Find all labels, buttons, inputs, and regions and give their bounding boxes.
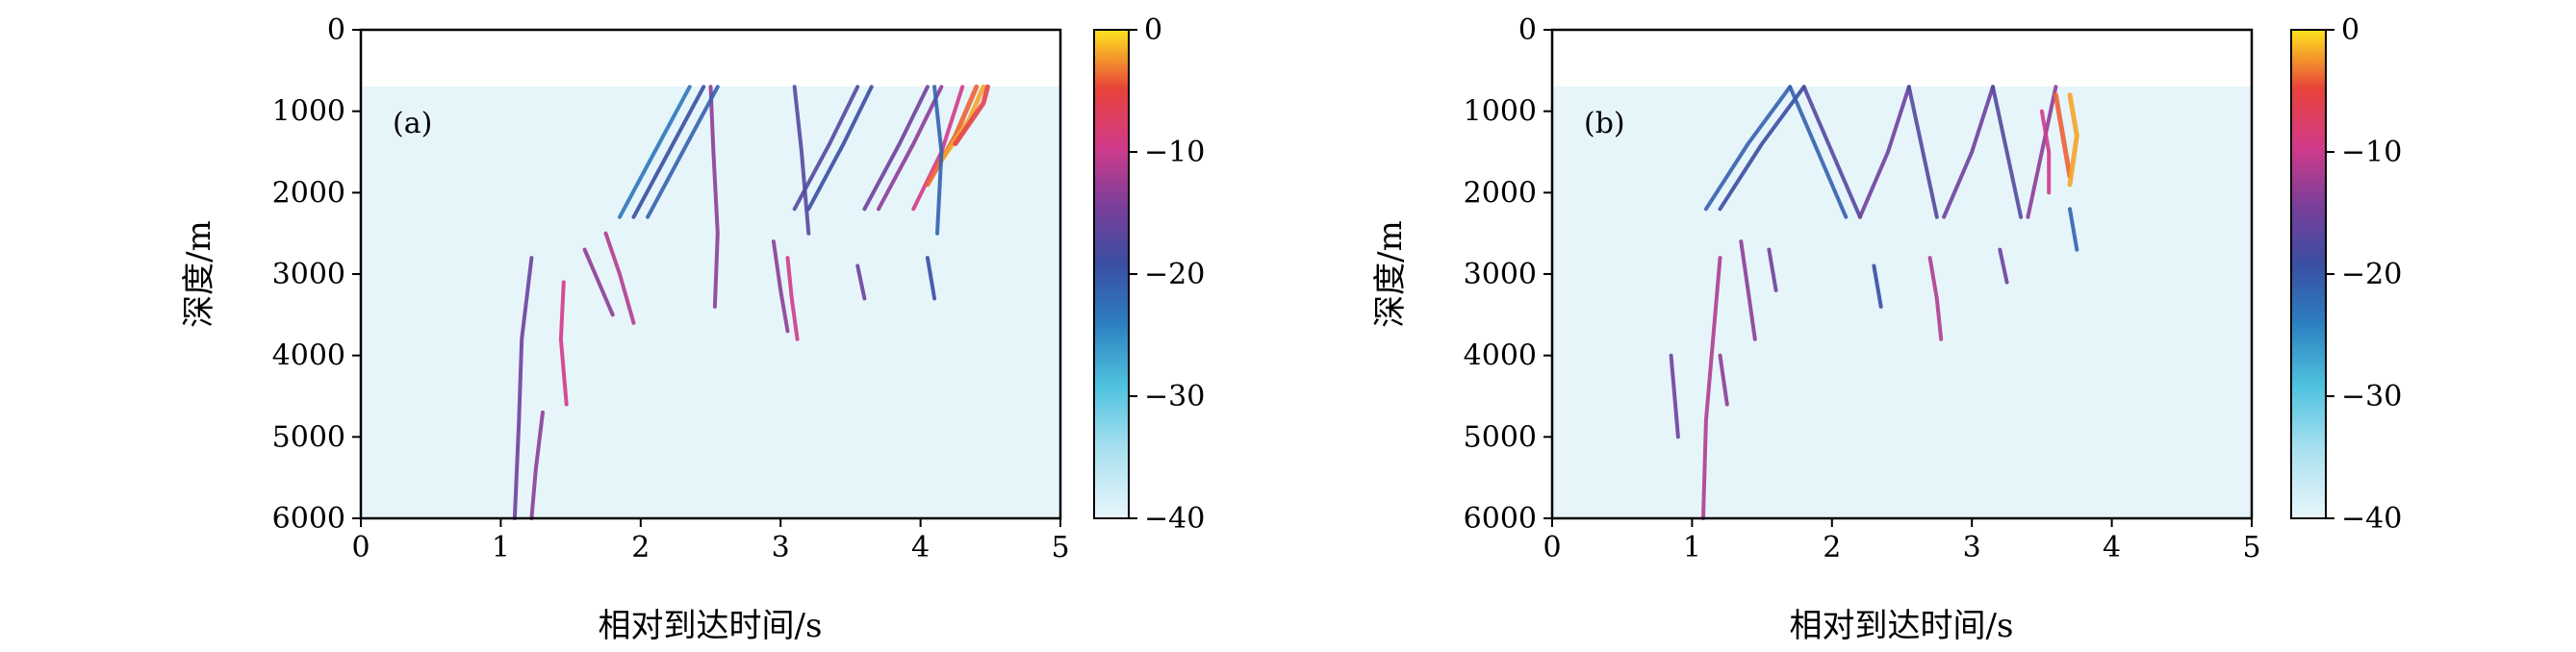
panel-a-arrival-0 <box>512 256 534 520</box>
panel-b-arrival-4 <box>1718 85 1806 212</box>
panel-b-arrival-8 <box>1906 85 1939 219</box>
panel-b-arrival-6 <box>1788 85 1849 219</box>
panel-a-arrival-9 <box>785 256 800 341</box>
panel-a-y-tick-label: 5000 <box>272 420 345 454</box>
panel-a-colorbar-tick-label: −40 <box>1144 502 1205 536</box>
panel-b-arrival-1 <box>1669 353 1680 439</box>
panel-a-arrival-22 <box>932 85 944 236</box>
panel-b-colorbar-tick-label: −30 <box>2341 380 2402 414</box>
panel-b-arrival-10 <box>1991 85 2024 219</box>
panel-b-arrival-2 <box>1718 353 1729 407</box>
panel-b-arrival-14 <box>2039 109 2052 195</box>
panel-a-x-tick-label: 5 <box>1051 531 1069 564</box>
panel-b-colorbar-tick-label: −20 <box>2341 258 2402 291</box>
panel-a-colorbar-tick-label: −10 <box>1144 136 1205 169</box>
panel-a-arrival-20 <box>953 84 990 146</box>
panel-a-arrival-1 <box>529 410 545 520</box>
panel-b-arrival-19 <box>1872 263 1883 309</box>
panel-b-colorbar <box>2290 29 2327 519</box>
panel-b-x-tick-label: 2 <box>1823 531 1841 564</box>
panel-a-colorbar <box>1093 29 1130 519</box>
panel-b-x-tick-label: 0 <box>1543 531 1561 564</box>
panel-b-arrival-0 <box>1701 256 1722 520</box>
panel-b-colorbar-ticks: 0 −10 −20 −30 −40 <box>2326 13 2402 536</box>
panel-a-colorbar-tick-label: −30 <box>1144 380 1205 414</box>
panel-a-y-tick-label: 3000 <box>272 258 345 291</box>
panel-b-x-tick-label: 3 <box>1963 531 1981 564</box>
panel-a-arrival-8 <box>618 85 692 219</box>
panel-b-y-axis-label: 深度/m <box>1371 220 1410 328</box>
panel-a-x-axis-label: 相对到达时间/s <box>599 607 823 645</box>
panel-b-colorbar-tick-label: −10 <box>2341 136 2402 169</box>
panel-a-arrival-15 <box>877 85 944 212</box>
panel-a-y-tick-label: 2000 <box>272 176 345 210</box>
panel-a-y-tick-label: 0 <box>327 13 345 47</box>
panel-a-arrivals <box>512 84 990 520</box>
panel-b-arrival-7 <box>1857 85 1911 219</box>
panel-a-arrival-6 <box>631 85 706 219</box>
panel-b-y-tick-label: 6000 <box>1464 502 1537 536</box>
panel-b-y-ticks: 0 1000 2000 3000 4000 5000 6000 <box>1464 13 1552 536</box>
panel-a-x-tick-label: 1 <box>492 531 510 564</box>
panel-b-arrival-12 <box>2053 92 2073 179</box>
panel-b-data-field <box>1552 87 2252 518</box>
panel-b-y-tick-label: 0 <box>1518 13 1537 47</box>
panel-a-arrival-7 <box>646 85 720 219</box>
panel-b-label: (b) <box>1584 107 1625 140</box>
panel-b-arrivals <box>1669 85 2079 520</box>
panel-a-x-tick-label: 2 <box>631 531 650 564</box>
panel-b-arrival-13 <box>2067 92 2079 188</box>
panel-a-data-field <box>361 87 1060 518</box>
panel-a-y-tick-label: 6000 <box>272 502 345 536</box>
panel-b-arrival-16 <box>1767 247 1778 292</box>
panel-b-x-tick-label: 1 <box>1683 531 1701 564</box>
panel-a-y-ticks: 0 1000 2000 3000 4000 5000 6000 <box>272 13 361 536</box>
panel-a-arrival-14 <box>862 85 930 212</box>
panel-b-x-tick-label: 5 <box>2242 531 2260 564</box>
panel-b-arrival-18 <box>1998 247 2009 285</box>
panel-b-arrival-9 <box>1942 85 1995 219</box>
panel-b-y-tick-label: 5000 <box>1464 420 1537 454</box>
panel-a-label: (a) <box>393 107 432 140</box>
panel-a: 0 1 2 3 4 5 0 1000 2000 3000 4000 5000 6000 (a) 相对到… <box>180 13 1205 645</box>
panel-a-arrival-10 <box>771 239 790 334</box>
panel-a-x-tick-label: 3 <box>772 531 790 564</box>
panel-a-y-tick-label: 1000 <box>272 95 345 129</box>
panel-b-colorbar-tick-label: 0 <box>2341 13 2359 47</box>
panel-a-colorbar-tick-label: 0 <box>1144 13 1162 47</box>
panel-b: 0 1 2 3 4 5 0 1000 2000 3000 4000 5000 6000 (b) 相对到… <box>1371 13 2402 645</box>
panel-b-arrival-15 <box>1739 239 1757 341</box>
panel-a-x-tick-label: 0 <box>351 531 370 564</box>
panel-b-y-tick-label: 4000 <box>1464 339 1537 373</box>
panel-b-arrival-11 <box>2026 85 2058 219</box>
panel-b-y-tick-label: 2000 <box>1464 176 1537 210</box>
panel-a-colorbar-ticks: 0 −10 −20 −30 −40 <box>1129 13 1205 536</box>
panel-a-arrival-12 <box>806 85 874 212</box>
panel-b-arrival-17 <box>1927 256 1944 341</box>
panel-b-x-axis-label: 相对到达时间/s <box>1790 607 2014 645</box>
panel-a-arrival-21 <box>925 256 937 301</box>
panel-b-y-tick-label: 1000 <box>1464 95 1537 129</box>
panel-a-x-ticks: 0 1 2 3 4 5 <box>351 518 1070 564</box>
panel-b-x-ticks: 0 1 2 3 4 5 <box>1543 518 2261 564</box>
panel-a-arrival-5 <box>708 85 720 309</box>
panel-a-arrival-4 <box>603 231 636 325</box>
panel-a-arrival-13 <box>792 85 811 236</box>
panel-a-arrival-3 <box>582 247 615 317</box>
panel-b-colorbar-tick-label: −40 <box>2341 502 2402 536</box>
panel-a-arrival-16 <box>855 263 867 301</box>
panel-b-arrival-3 <box>1703 85 1793 212</box>
panel-a-arrival-2 <box>558 280 569 407</box>
panel-b-x-tick-label: 4 <box>2103 531 2121 564</box>
panel-b-y-tick-label: 3000 <box>1464 258 1537 291</box>
panel-a-colorbar-tick-label: −20 <box>1144 258 1205 291</box>
panel-a-y-tick-label: 4000 <box>272 339 345 373</box>
panel-b-arrival-20 <box>2068 207 2079 252</box>
panel-a-y-axis-label: 深度/m <box>180 220 218 328</box>
panel-a-x-tick-label: 4 <box>911 531 930 564</box>
panel-b-arrival-5 <box>1801 85 1862 219</box>
